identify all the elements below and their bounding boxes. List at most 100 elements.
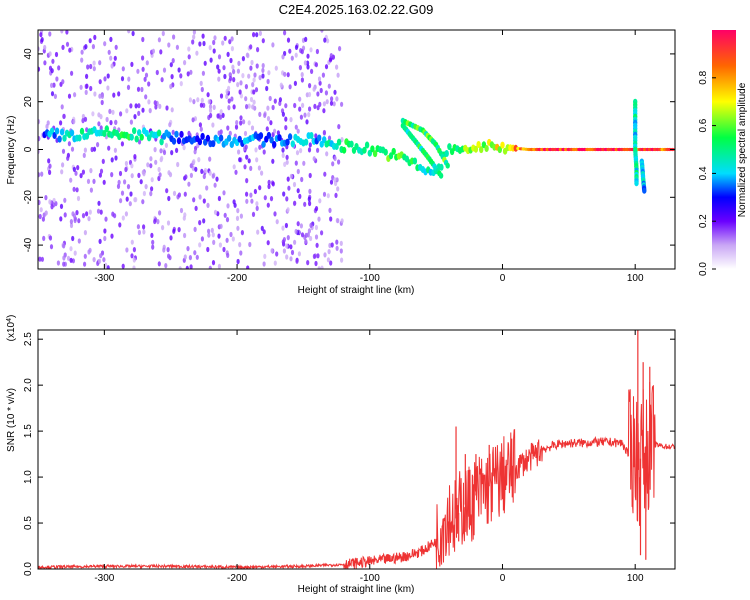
ridge-point	[79, 127, 85, 135]
noise-point	[83, 147, 87, 153]
noise-point	[131, 30, 135, 37]
noise-point	[104, 262, 108, 268]
noise-point	[62, 261, 66, 267]
noise-point	[336, 72, 340, 78]
noise-point	[245, 198, 249, 204]
y-tick-label: 2.5	[23, 332, 34, 346]
noise-point	[293, 239, 297, 245]
noise-point	[284, 125, 288, 131]
noise-point	[187, 181, 191, 187]
noise-point	[219, 223, 223, 229]
noise-point	[274, 65, 278, 71]
noise-point	[233, 202, 237, 208]
noise-point	[250, 198, 254, 204]
noise-point	[287, 185, 291, 191]
noise-point	[75, 210, 79, 216]
noise-point	[59, 203, 64, 209]
noise-point	[254, 147, 258, 153]
noise-point	[340, 218, 344, 224]
noise-point	[141, 55, 145, 61]
noise-point	[221, 112, 225, 118]
noise-point	[211, 122, 215, 128]
noise-point	[314, 260, 318, 267]
noise-point	[188, 255, 192, 261]
noise-point	[109, 55, 113, 61]
noise-point	[325, 151, 329, 157]
noise-point	[260, 225, 264, 231]
noise-point	[222, 65, 226, 71]
noise-point	[219, 109, 223, 115]
noise-point	[99, 125, 103, 131]
noise-point	[285, 196, 289, 202]
noise-point	[96, 208, 101, 214]
noise-point	[296, 168, 300, 175]
noise-point	[175, 147, 179, 153]
noise-point	[84, 44, 88, 50]
noise-point	[285, 159, 289, 165]
ridge-point	[388, 152, 394, 160]
noise-point	[339, 248, 343, 254]
noise-point	[114, 155, 118, 161]
noise-point	[113, 147, 117, 153]
noise-point	[330, 242, 334, 248]
noise-point	[177, 227, 181, 233]
noise-point	[232, 164, 236, 170]
noise-point	[99, 253, 103, 259]
noise-point	[294, 44, 299, 51]
noise-point	[247, 158, 251, 164]
noise-point	[258, 144, 262, 150]
noise-point	[249, 192, 253, 198]
ridge-point	[391, 147, 396, 155]
noise-point	[290, 249, 295, 256]
noise-point	[299, 114, 303, 120]
noise-point	[223, 73, 227, 80]
noise-point	[40, 37, 44, 43]
noise-point	[239, 213, 243, 219]
noise-point	[118, 222, 122, 228]
noise-point	[102, 179, 106, 185]
noise-point	[234, 169, 238, 175]
noise-point	[149, 163, 153, 169]
noise-point	[217, 130, 221, 136]
noise-point	[66, 155, 70, 161]
noise-point	[192, 30, 196, 35]
noise-point	[283, 71, 287, 77]
ridge-point	[211, 140, 216, 148]
noise-point	[248, 241, 252, 248]
noise-point	[38, 256, 42, 262]
noise-point	[245, 178, 249, 184]
noise-point	[196, 97, 200, 103]
noise-point	[273, 98, 277, 104]
noise-point	[251, 82, 255, 88]
noise-point	[300, 49, 304, 55]
noise-point	[247, 120, 251, 126]
noise-point	[273, 211, 277, 217]
noise-point	[232, 104, 236, 110]
noise-point	[282, 191, 286, 197]
noise-point	[228, 39, 232, 45]
snr-frame	[37, 329, 676, 570]
noise-point	[268, 95, 272, 102]
noise-point	[317, 216, 321, 222]
ridge-point	[54, 127, 60, 135]
noise-point	[161, 30, 165, 37]
noise-point	[241, 73, 245, 79]
noise-point	[230, 96, 234, 102]
noise-point	[144, 94, 148, 100]
noise-point	[307, 147, 312, 153]
noise-point	[315, 242, 319, 248]
noise-point	[154, 104, 158, 110]
y-tick-label: 40	[23, 48, 34, 60]
noise-point	[308, 106, 312, 112]
noise-point	[182, 145, 186, 151]
noise-point	[231, 64, 235, 70]
noise-point	[65, 41, 70, 47]
noise-point	[188, 97, 192, 103]
noise-point	[103, 76, 107, 82]
noise-point	[107, 49, 111, 55]
noise-point	[60, 30, 64, 34]
noise-point	[269, 120, 273, 126]
noise-point	[207, 232, 211, 238]
noise-point	[83, 261, 87, 267]
noise-point	[289, 117, 293, 123]
